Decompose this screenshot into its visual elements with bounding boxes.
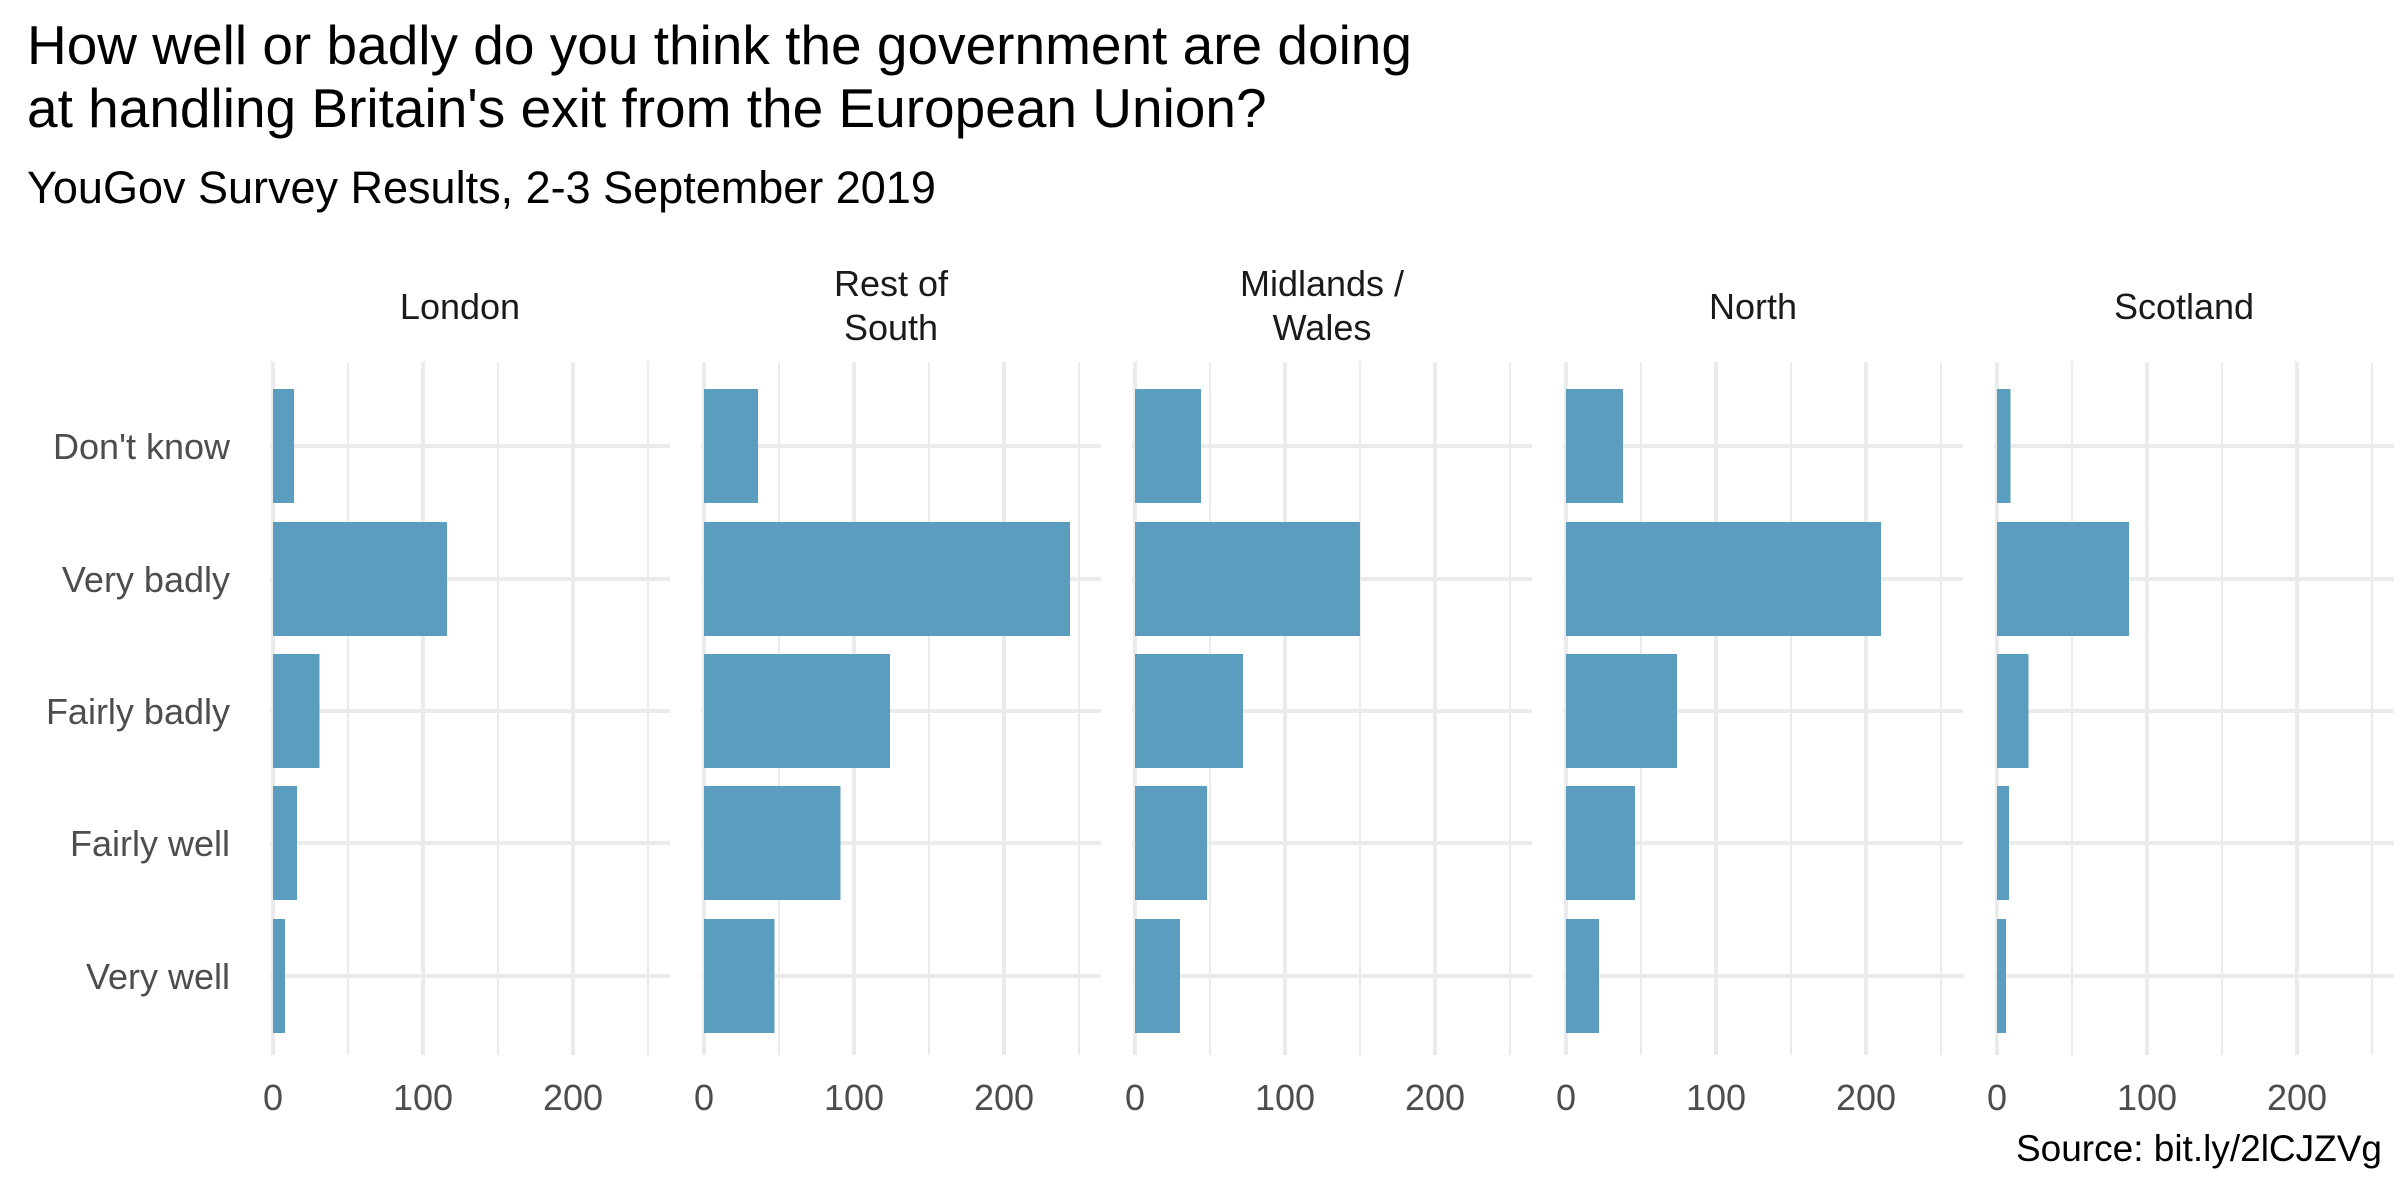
x-tick-label: 200 [974,1077,1034,1118]
x-tick-label: 200 [1836,1077,1896,1118]
bar [273,654,320,768]
bar [273,919,285,1033]
x-tick-label: 100 [1255,1077,1315,1118]
y-tick-label: Very well [86,956,230,997]
bar [1997,654,2029,768]
bar [704,389,758,503]
x-tick-label: 200 [2267,1077,2327,1118]
bar [273,522,447,636]
x-tick-label: 100 [2117,1077,2177,1118]
y-tick-label: Don't know [53,426,231,467]
facet-label: North [1709,286,1797,327]
bar [1566,389,1623,503]
bar [1997,389,2011,503]
bar [273,786,297,900]
bar [1135,522,1360,636]
x-tick-label: 100 [824,1077,884,1118]
bar [1135,786,1207,900]
bar [1566,522,1881,636]
bar [1997,786,2009,900]
bar [1135,919,1180,1033]
facet-label: London [400,286,520,327]
y-tick-label: Fairly badly [46,691,230,732]
bar [273,389,294,503]
x-tick-label: 100 [1686,1077,1746,1118]
bar [1135,389,1201,503]
bar [1566,654,1677,768]
bar [704,654,890,768]
x-tick-label: 0 [694,1077,714,1118]
bar [704,522,1070,636]
bar [704,786,841,900]
x-tick-label: 0 [1125,1077,1145,1118]
bar [704,919,775,1033]
facet-label: Rest of South [834,263,949,348]
bar [1566,919,1599,1033]
x-tick-label: 200 [543,1077,603,1118]
chart-subtitle: YouGov Survey Results, 2-3 September 201… [27,162,936,213]
source-caption: Source: bit.ly/2lCJZVg [2015,1128,2382,1169]
chart-title: How well or badly do you think the gover… [27,14,1412,139]
x-tick-label: 200 [1405,1077,1465,1118]
bar [1135,654,1243,768]
facet-label: Midlands / Wales [1240,263,1404,348]
bar [1566,786,1635,900]
facet-label: Scotland [2114,286,2254,327]
y-tick-label: Very badly [62,559,230,600]
x-tick-label: 0 [1556,1077,1576,1118]
x-tick-label: 100 [393,1077,453,1118]
x-tick-label: 0 [1987,1077,2007,1118]
y-tick-label: Fairly well [70,823,230,864]
bar [1997,919,2006,1033]
bar [1997,522,2129,636]
x-tick-label: 0 [263,1077,283,1118]
